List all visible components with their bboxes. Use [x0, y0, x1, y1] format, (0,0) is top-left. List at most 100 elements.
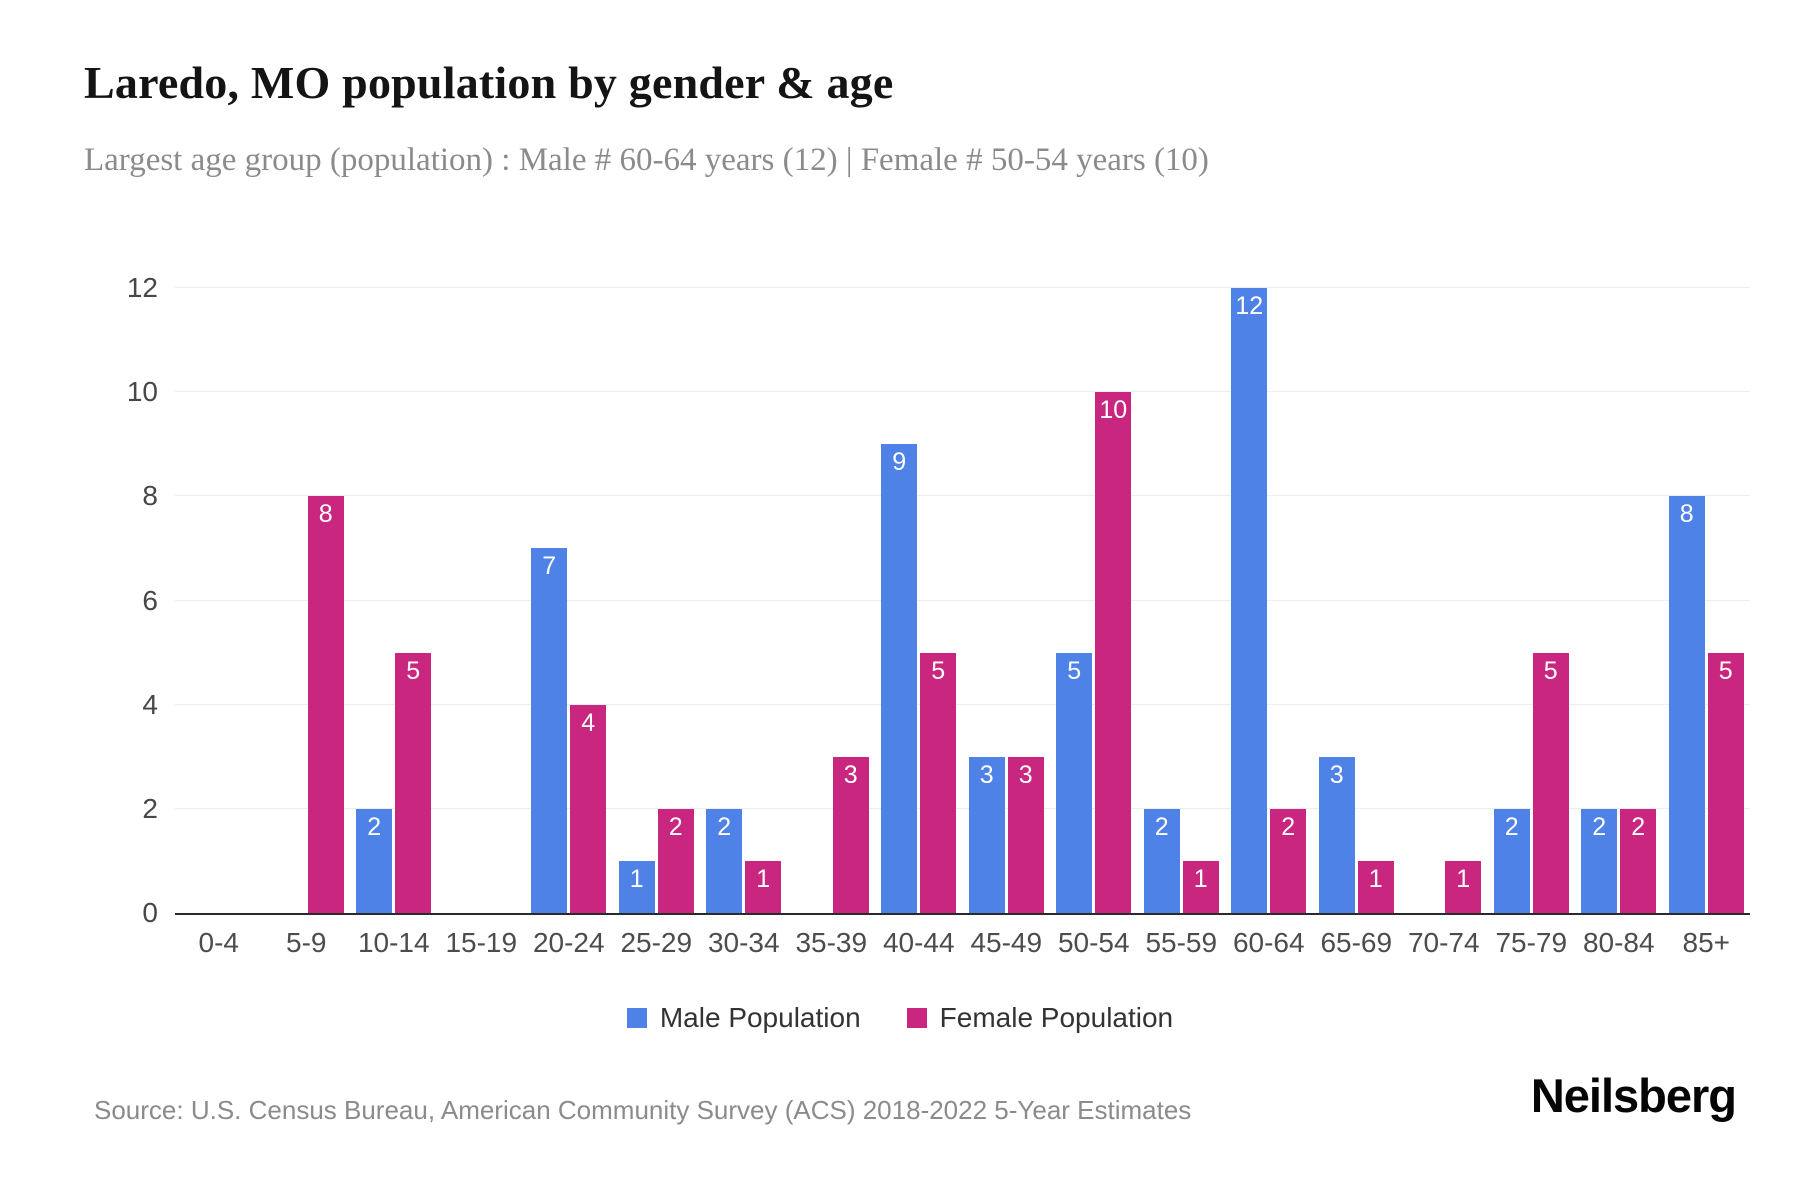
female-bar: 5	[920, 652, 957, 913]
bar-value-label: 2	[1504, 812, 1519, 841]
female-bar: 5	[395, 652, 432, 913]
bar-value-label: 4	[581, 708, 596, 737]
gridline	[175, 287, 1750, 288]
bar-value-label: 3	[1329, 760, 1344, 789]
male-bar: 9	[881, 444, 918, 913]
male-bar: 5	[1056, 652, 1093, 913]
x-axis-tick-label: 30-34	[707, 927, 780, 958]
bar-value-label: 1	[1193, 864, 1208, 893]
male-bar: 1	[618, 860, 655, 913]
bar-group-40-44: 9 5 40-44	[875, 290, 963, 958]
female-bar: 3	[1007, 756, 1044, 913]
x-axis-tick-label: 40-44	[882, 927, 955, 958]
legend-label: Male Population	[659, 1002, 861, 1033]
male-bar: 2	[1493, 808, 1530, 913]
x-axis-tick-label: 0-4	[198, 927, 239, 958]
female-bar: 2	[1620, 808, 1657, 913]
y-axis-tick-label: 6	[142, 584, 158, 616]
gridline	[175, 495, 1750, 497]
female-bar: 5	[1707, 652, 1744, 913]
x-axis-tick-label: 85+	[1682, 927, 1731, 958]
bar-value-label: 3	[979, 760, 994, 789]
x-axis-tick-label: 45-49	[970, 927, 1043, 958]
bar-value-label: 1	[1456, 864, 1471, 893]
female-bar: 2	[657, 808, 694, 913]
male-bar: 7	[531, 548, 568, 913]
legend-swatch-icon	[906, 1008, 927, 1028]
bar-group-0-4: 0-4	[175, 290, 263, 958]
female-bar: 2	[1270, 808, 1307, 913]
x-axis-tick-label: 80-84	[1582, 927, 1655, 958]
legend: Male Population Female Population	[0, 1002, 1800, 1034]
gridline	[175, 391, 1750, 393]
male-bar: 2	[1143, 808, 1180, 913]
y-axis-tick-label: 2	[142, 792, 158, 824]
legend-label: Female Population	[939, 1002, 1174, 1033]
bar-value-label: 3	[843, 760, 858, 789]
y-axis-tick-label: 8	[142, 480, 158, 512]
bar-value-label: 2	[717, 812, 732, 841]
bar-chart-plot-area: 0 2 4 6 8 10 12 0-4 8 5-9 2 5 10-14 15-19 7 4 20-24 1 2 25-…	[127, 274, 1751, 958]
x-axis-tick-label: 70-74	[1407, 927, 1480, 958]
female-bar: 1	[1182, 860, 1219, 913]
bar-group-30-34: 2 1 30-34	[700, 290, 788, 958]
bar-value-label: 5	[1543, 656, 1558, 685]
bar-value-label: 5	[1718, 656, 1733, 685]
x-axis-tick-label: 10-14	[357, 927, 430, 958]
female-bar: 4	[570, 704, 607, 913]
female-bar: 1	[1357, 860, 1394, 913]
bar-value-label: 2	[1631, 812, 1646, 841]
x-axis-tick-label: 15-19	[445, 927, 518, 958]
male-bar: 12	[1231, 288, 1268, 913]
legend-item-female-population[interactable]: Female Population	[906, 1002, 1174, 1034]
bar-group-85+: 8 5 85+	[1663, 290, 1751, 958]
x-axis-tick-label: 65-69	[1320, 927, 1393, 958]
source-text: Source: U.S. Census Bureau, American Com…	[94, 1095, 1192, 1125]
legend-item-male-population[interactable]: Male Population	[626, 1002, 861, 1034]
bar-value-label: 1	[629, 864, 644, 893]
bar-value-label: 10	[1099, 396, 1128, 425]
bar-value-label: 2	[1154, 812, 1169, 841]
female-bar: 3	[832, 756, 869, 913]
bar-group-20-24: 7 4 20-24	[525, 290, 613, 958]
bar-group-75-79: 2 5 75-79	[1488, 290, 1576, 958]
bar-group-55-59: 2 1 55-59	[1138, 290, 1226, 958]
y-axis-tick-label: 4	[142, 688, 158, 720]
bar-group-10-14: 2 5 10-14	[350, 290, 438, 958]
female-bar: 1	[1445, 860, 1482, 913]
bar-group-25-29: 1 2 25-29	[613, 290, 701, 958]
bar-value-label: 5	[1067, 656, 1082, 685]
bar-value-label: 12	[1235, 292, 1264, 320]
x-axis-tick-label: 60-64	[1232, 927, 1305, 958]
chart-title: Laredo, MO population by gender & age	[84, 57, 894, 108]
male-bar: 2	[706, 808, 743, 913]
legend-swatch-icon	[626, 1008, 647, 1028]
y-axis-tick-label: 10	[126, 376, 158, 408]
y-axis-tick-label: 12	[126, 272, 158, 303]
bar-value-label: 5	[931, 656, 946, 685]
bar-group-70-74: 1 70-74	[1400, 290, 1488, 958]
bar-value-label: 1	[756, 864, 771, 893]
female-bar: 10	[1095, 392, 1132, 913]
y-axis-tick-label: 0	[142, 897, 158, 928]
bar-value-label: 5	[406, 656, 421, 685]
x-axis-tick-label: 50-54	[1057, 927, 1130, 958]
x-axis-tick-label: 25-29	[620, 927, 693, 958]
x-axis-tick-label: 75-79	[1495, 927, 1568, 958]
bar-group-80-84: 2 2 80-84	[1575, 290, 1663, 958]
male-bar: 8	[1668, 496, 1705, 913]
x-axis-tick-label: 55-59	[1145, 927, 1218, 958]
gridline	[175, 599, 1750, 601]
male-bar: 2	[356, 808, 393, 913]
bar-group-35-39: 3 35-39	[788, 290, 876, 958]
bar-value-label: 1	[1368, 864, 1383, 893]
female-bar: 1	[745, 860, 782, 913]
bar-group-60-64: 12 2 60-64	[1225, 288, 1313, 958]
female-bar: 8	[307, 496, 344, 913]
bar-value-label: 2	[1592, 812, 1607, 841]
male-bar: 3	[968, 756, 1005, 913]
x-axis-tick-label: 5-9	[286, 927, 327, 958]
female-bar: 5	[1532, 652, 1569, 913]
male-bar: 3	[1318, 756, 1355, 913]
bar-value-label: 3	[1018, 760, 1033, 789]
